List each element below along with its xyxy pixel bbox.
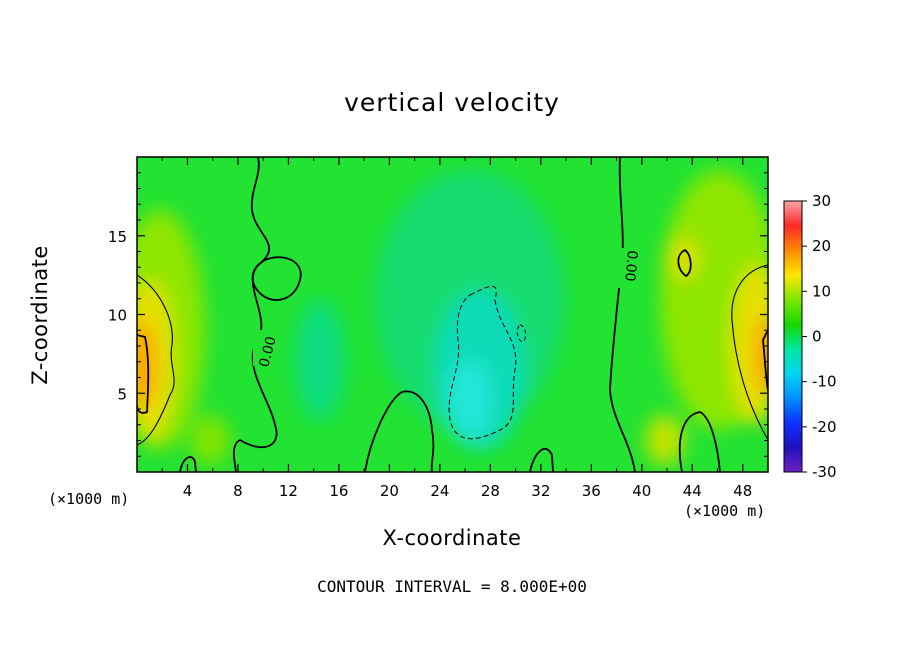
x-tick-label: 36 (582, 482, 601, 500)
contour-label-right: 0.00 (621, 250, 640, 282)
colorbar-tick-label: 30 (812, 192, 831, 210)
colorbar-tick-label: 10 (812, 282, 831, 300)
x-tick-label: 48 (733, 482, 752, 500)
colorbar (783, 200, 803, 473)
contour-lines (137, 157, 768, 472)
x-tick-label: 4 (183, 482, 193, 500)
x-axis-label: X-coordinate (382, 526, 522, 550)
x-tick-label: 16 (329, 482, 348, 500)
contour-interval-text: CONTOUR INTERVAL = 8.000E+00 (317, 577, 587, 596)
colorbar-tick-label: -30 (812, 463, 837, 481)
colorbar-ticks: 30 20 10 0 -10 -20 -30 (802, 192, 837, 481)
x-ticks: 4 8 12 16 20 24 28 32 36 40 44 48 (161, 157, 752, 500)
colorbar-tick-label: -10 (812, 373, 837, 391)
y-tick-label: 5 (117, 385, 127, 403)
field-blobs (137, 170, 768, 465)
x-unit-left: (×1000 m) (48, 490, 130, 508)
contour-label-group: 0.00 0.00 (253, 248, 640, 369)
x-tick-label: 24 (430, 482, 449, 500)
chart-title: vertical velocity (344, 88, 560, 117)
contour-zero-right (609, 157, 636, 472)
velocity-field (137, 157, 768, 472)
y-tick-label: 15 (108, 228, 127, 246)
x-tick-label: 12 (279, 482, 298, 500)
contour-label-left: 0.00 (256, 335, 280, 369)
x-tick-label: 20 (380, 482, 399, 500)
contour-zero-bottom-mid (364, 390, 435, 472)
colorbar-tick-label: 20 (812, 237, 831, 255)
x-tick-label: 8 (233, 482, 243, 500)
x-tick-label: 28 (481, 482, 500, 500)
x-tick-label: 44 (683, 482, 702, 500)
colorbar-tick-label: 0 (812, 328, 822, 346)
contour-pos-44 (677, 248, 692, 278)
contour-neg-small (516, 324, 527, 343)
contour-zero-bottom-32 (529, 448, 554, 472)
x-tick-label: 40 (632, 482, 651, 500)
y-ticks: 5 10 15 (108, 172, 768, 457)
contour-zero-bottom-right (678, 411, 721, 472)
x-unit-right: (×1000 m) (684, 502, 766, 520)
contour-zero-bottom-small (179, 456, 197, 472)
y-tick-label: 10 (108, 307, 127, 325)
colorbar-tick-label: -20 (812, 418, 837, 436)
contour-pos-left-inner (137, 334, 150, 414)
contour-zero-loop (251, 256, 302, 301)
contour-pos-right (731, 264, 768, 441)
contour-neg-center (448, 285, 517, 440)
x-tick-label: 32 (531, 482, 550, 500)
contour-pos-left (137, 274, 175, 446)
